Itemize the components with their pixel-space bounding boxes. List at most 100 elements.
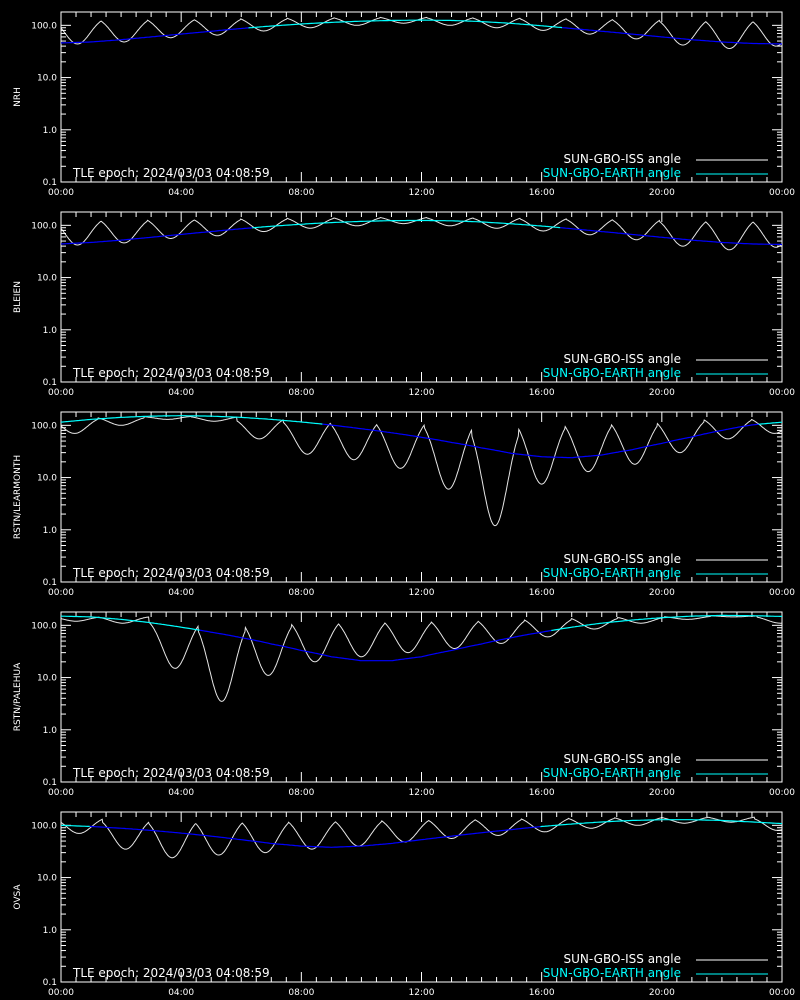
series-line-sun-gbo-iss [61,16,782,49]
ytick-label: 0.1 [43,978,57,988]
xtick-label: 08:00 [288,388,314,398]
legend-label-iss: SUN-GBO-ISS angle [564,752,681,766]
xtick-label: 12:00 [409,388,435,398]
xtick-label: 20:00 [649,188,675,198]
ytick-label: 1.0 [43,926,58,936]
ytick-label: 0.1 [43,578,57,588]
tle-epoch-label: TLE epoch: 2024/03/03 04:08:59 [72,166,270,180]
xtick-label: 00:00 [769,188,795,198]
xtick-label: 00:00 [48,988,74,998]
panel-3: 100.010.01.00.100:00 04:00 08:00 12:00 16:00… [13,411,795,598]
ytick-label: 1.0 [43,726,58,736]
xtick-label: 12:00 [409,988,435,998]
xtick-label: 12:00 [409,788,435,798]
xtick-label: 08:00 [288,188,314,198]
ytick-label: 100.0 [31,621,57,631]
ytick-label: 10.0 [37,274,57,284]
ytick-label: 100.0 [31,221,57,231]
ytick-label: 0.1 [43,778,57,788]
ytick-label: 100.0 [31,821,57,831]
y-axis-label: OVSA [13,884,23,910]
tle-epoch-label: TLE epoch: 2024/03/03 04:08:59 [72,966,270,980]
series-line-sun-gbo-earth [89,825,541,848]
xtick-label: 20:00 [649,988,675,998]
series-line-sun-gbo-earth [61,227,253,245]
legend-label-iss: SUN-GBO-ISS angle [564,552,681,566]
xtick-label: 08:00 [288,988,314,998]
series-line-sun-gbo-earth [560,227,782,246]
xtick-label: 16:00 [529,988,555,998]
panel-4: 100.010.01.00.100:00 04:00 08:00 12:00 16:00… [13,611,795,798]
ytick-label: 10.0 [37,474,57,484]
series-line-sun-gbo-earth [61,27,249,44]
ytick-label: 10.0 [37,74,57,84]
xtick-label: 04:00 [168,388,194,398]
xtick-label: 08:00 [288,588,314,598]
xtick-label: 04:00 [168,588,194,598]
xtick-label: 16:00 [529,788,555,798]
legend-label-earth: SUN-GBO-EARTH angle [543,566,681,580]
xtick-label: 00:00 [48,588,74,598]
panel-5: 100.010.01.00.100:00 04:00 08:00 12:00 16:00… [13,811,795,998]
legend-label-iss: SUN-GBO-ISS angle [564,152,681,166]
series-line-sun-gbo-earth [758,421,782,425]
tle-epoch-label: TLE epoch: 2024/03/03 04:08:59 [72,366,270,380]
xtick-label: 20:00 [649,588,675,598]
xtick-label: 00:00 [769,588,795,598]
xtick-label: 20:00 [649,788,675,798]
legend-label-earth: SUN-GBO-EARTH angle [543,166,681,180]
xtick-label: 16:00 [529,188,555,198]
ytick-label: 1.0 [43,126,58,136]
series-line-sun-gbo-earth [248,19,563,29]
xtick-label: 12:00 [409,188,435,198]
xtick-label: 20:00 [649,388,675,398]
ytick-label: 1.0 [43,326,58,336]
tle-epoch-label: TLE epoch: 2024/03/03 04:08:59 [72,566,270,580]
ytick-label: 0.1 [43,378,57,388]
series-line-sun-gbo-earth [322,423,759,459]
series-line-sun-gbo-earth [61,824,90,828]
ytick-label: 0.1 [43,178,57,188]
tle-epoch-label: TLE epoch: 2024/03/03 04:08:59 [72,766,270,780]
ytick-label: 100.0 [31,21,57,31]
panel-2: 100.0 10.0 1.0 0.1 00:00 04:00 08:00 12:00 16:00… [13,211,795,398]
legend-label-iss: SUN-GBO-ISS angle [564,352,681,366]
xtick-label: 00:00 [769,988,795,998]
xtick-label: 00:00 [48,788,74,798]
xtick-label: 04:00 [168,788,194,798]
ytick-label: 1.0 [43,526,58,536]
series-line-sun-gbo-earth [551,614,782,632]
series-line-sun-gbo-earth [61,615,200,631]
legend-label-earth: SUN-GBO-EARTH angle [543,366,681,380]
series-line-sun-gbo-earth [252,219,561,229]
ytick-label: 100.0 [31,421,57,431]
legend-label-iss: SUN-GBO-ISS angle [564,952,681,966]
xtick-label: 08:00 [288,788,314,798]
xtick-label: 04:00 [168,988,194,998]
series-line-sun-gbo-iss [61,216,782,251]
xtick-label: 00:00 [769,388,795,398]
series-line-sun-gbo-earth [540,819,782,828]
y-axis-label: RSTN/LEARMONTH [13,455,23,539]
y-axis-label: NRH [13,87,23,107]
series-line-sun-gbo-earth [61,415,323,425]
series-line-sun-gbo-earth [199,629,552,662]
series-line-sun-gbo-iss [61,816,782,859]
series-line-sun-gbo-iss [61,615,782,702]
legend-label-earth: SUN-GBO-EARTH angle [543,766,681,780]
series-line-sun-gbo-iss [61,416,782,527]
series-line-sun-gbo-earth [562,27,782,45]
xtick-label: 00:00 [769,788,795,798]
legend-label-earth: SUN-GBO-EARTH angle [543,966,681,980]
ytick-label: 10.0 [37,874,57,884]
panel-1: 100.010.01.00.100:00 04:00 08:00 12:00 16:00… [13,11,795,198]
y-axis-label: RSTN/PALEHUA [13,662,23,731]
y-axis-label: BLEIEN [13,281,23,313]
xtick-label: 04:00 [168,188,194,198]
xtick-label: 00:00 [48,188,74,198]
xtick-label: 12:00 [409,588,435,598]
xtick-label: 16:00 [529,388,555,398]
xtick-label: 16:00 [529,588,555,598]
ytick-label: 10.0 [37,674,57,684]
